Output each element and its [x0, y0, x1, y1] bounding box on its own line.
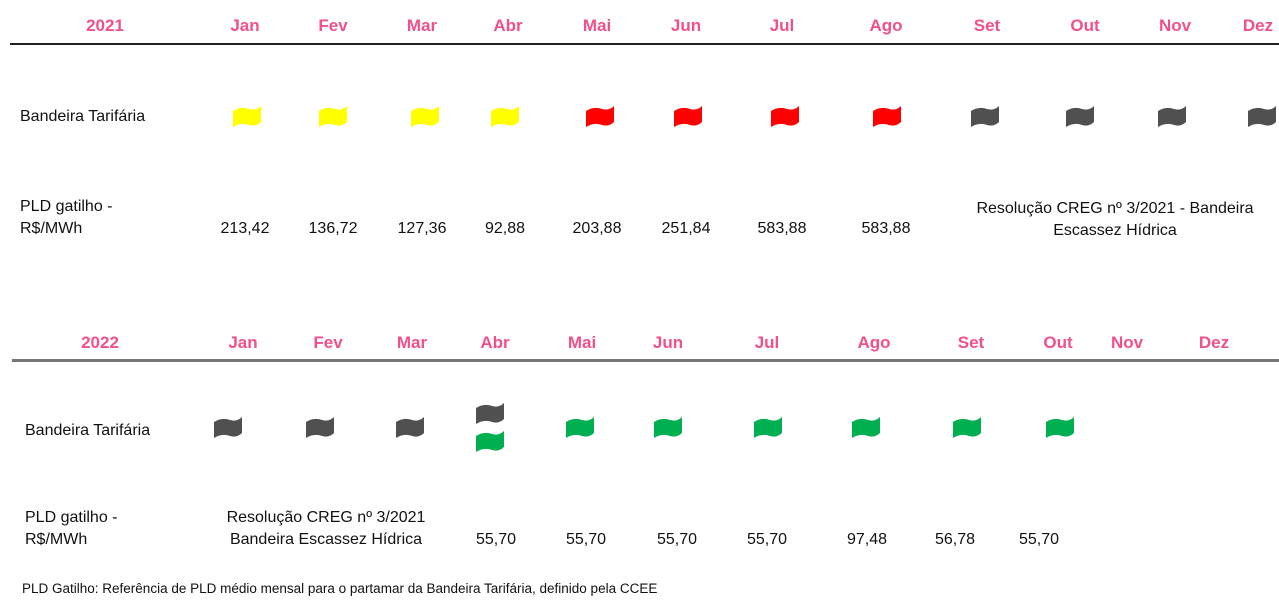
flag-shape	[1158, 106, 1186, 127]
flag	[873, 106, 901, 127]
flag-shape	[873, 106, 901, 127]
flag-shape	[491, 106, 519, 127]
month-header: Mar	[406, 16, 438, 35]
month-header: Mai	[567, 333, 597, 352]
year-header: 2022	[81, 333, 119, 352]
month-header: Jun	[670, 16, 702, 35]
flag-shape	[1066, 106, 1094, 127]
month-header: Out	[1043, 333, 1073, 352]
pld-value: 127,36	[397, 220, 447, 237]
month-header: Mai	[582, 16, 612, 35]
flag-shape	[396, 417, 424, 438]
flag	[411, 106, 439, 127]
flag	[953, 417, 981, 438]
month-header: Jan	[230, 16, 260, 35]
month-header: Ago	[869, 16, 903, 35]
flag	[654, 417, 682, 438]
flag	[319, 106, 347, 127]
flag-shape	[953, 417, 981, 438]
flag	[476, 403, 504, 424]
month-header: Dez	[1242, 16, 1274, 35]
pld-value: 583,88	[861, 220, 911, 237]
flag	[306, 417, 334, 438]
month-header: Set	[957, 333, 985, 352]
month-header: Jan	[228, 333, 258, 352]
month-header: Out	[1070, 16, 1100, 35]
flag-shape	[971, 106, 999, 127]
month-header: Fev	[318, 16, 348, 35]
pld-value: 97,48	[846, 531, 888, 548]
flag	[754, 417, 782, 438]
flag	[1046, 417, 1074, 438]
flag	[971, 106, 999, 127]
flag-shape	[754, 417, 782, 438]
pld-value: 213,42	[220, 220, 270, 237]
flag-shape	[1046, 417, 1074, 438]
flag-shape	[233, 106, 261, 127]
flag-shape	[476, 403, 504, 424]
row-label: Bandeira Tarifária	[20, 108, 146, 125]
flag	[476, 431, 504, 452]
pld-value: 251,84	[661, 220, 711, 237]
flag-shape	[586, 106, 614, 127]
month-header: Nov	[1110, 333, 1144, 352]
flag-shape	[771, 106, 799, 127]
flag-shape	[214, 417, 242, 438]
row-label: Bandeira Tarifária	[25, 422, 151, 439]
flag-shape	[674, 106, 702, 127]
flag-shape	[654, 417, 682, 438]
flag	[1248, 106, 1276, 127]
month-header: Ago	[857, 333, 891, 352]
pld-value: 55,70	[746, 531, 788, 548]
pld-note: Resolução CREG nº 3/2021 - Bandeira Esca…	[976, 200, 1254, 239]
flag-shape	[411, 106, 439, 127]
pld-value: 55,70	[1018, 531, 1060, 548]
flag-shape	[566, 417, 594, 438]
flag	[852, 417, 880, 438]
month-header: Fev	[313, 333, 343, 352]
month-header: Nov	[1158, 16, 1192, 35]
month-header: Jun	[652, 333, 684, 352]
pld-value: 55,70	[475, 531, 517, 548]
flag-shape	[1248, 106, 1276, 127]
row-label: PLD gatilho - R$/MWh	[25, 509, 118, 548]
flag	[1066, 106, 1094, 127]
flag-shape	[852, 417, 880, 438]
row-label: PLD gatilho - R$/MWh	[20, 198, 113, 237]
flag-shape	[306, 417, 334, 438]
month-header: Set	[973, 16, 1001, 35]
flag-shape	[319, 106, 347, 127]
month-header: Jul	[769, 16, 795, 35]
pld-value: 92,88	[484, 220, 526, 237]
year-header: 2021	[86, 16, 124, 35]
pld-value: 55,70	[565, 531, 607, 548]
flag	[396, 417, 424, 438]
flag	[586, 106, 614, 127]
month-header: Abr	[493, 16, 523, 35]
header-rule	[12, 359, 1279, 362]
pld-value: 55,70	[656, 531, 698, 548]
flag-shape	[476, 431, 504, 452]
flag	[491, 106, 519, 127]
month-header: Jul	[754, 333, 780, 352]
month-header: Mar	[396, 333, 428, 352]
flag	[233, 106, 261, 127]
header-rule	[10, 43, 1279, 45]
flag	[1158, 106, 1186, 127]
flag	[674, 106, 702, 127]
pld-value: 583,88	[757, 220, 807, 237]
footer-note: PLD Gatilho: Referência de PLD médio men…	[22, 581, 658, 596]
pld-value: 136,72	[308, 220, 358, 237]
pld-value: 56,78	[934, 531, 976, 548]
flag	[771, 106, 799, 127]
flag	[214, 417, 242, 438]
pld-value: 203,88	[572, 220, 622, 237]
pld-note: Resolução CREG nº 3/2021 Bandeira Escass…	[226, 509, 426, 548]
month-header: Dez	[1198, 333, 1230, 352]
month-header: Abr	[480, 333, 510, 352]
flag	[566, 417, 594, 438]
